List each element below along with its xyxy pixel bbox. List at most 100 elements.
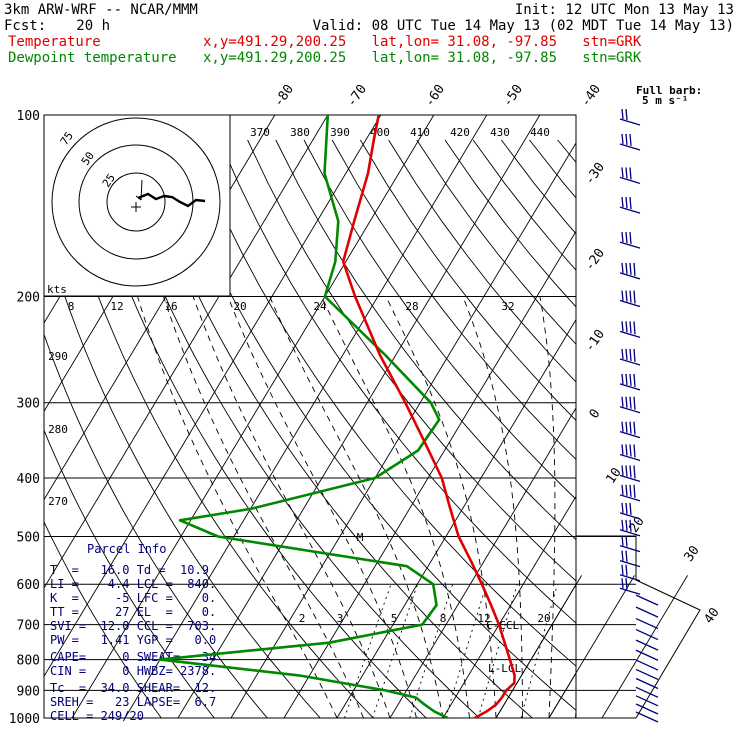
hodograph: 75 50 25 kts: [43, 114, 231, 297]
wind-barb: [635, 677, 659, 690]
parcel-row: LI = 4.4 LCL = 840.: [50, 577, 216, 591]
mixing-ratio-line: [445, 584, 488, 718]
wind-barb: [619, 465, 641, 483]
mixing-ratio-label: 2: [299, 612, 306, 625]
dry-adiabat: [162, 139, 576, 711]
wind-barb: [619, 578, 641, 595]
moist-adiabat: [163, 296, 364, 718]
isotherm-line: [283, 230, 576, 718]
forecast-hour: 20 h: [76, 18, 110, 34]
isotherm-label: -30: [582, 160, 608, 188]
barb-legend-title: Full barb:: [636, 84, 702, 97]
mixing-ratio-label: 8: [440, 612, 447, 625]
wind-barb: [619, 519, 641, 537]
isotherm-label: 30: [681, 543, 702, 564]
valid-time: Valid: 08 UTC Tue 14 May 13 (02 MDT Tue …: [313, 18, 734, 34]
hodograph-ring-25: [106, 172, 166, 232]
parcel-row: CIN = 0 HWBZ= 2378.: [50, 664, 216, 678]
parcel-row: SREH = 23 LAPSE= 6.7: [50, 695, 216, 709]
moist-adiabat: [321, 296, 470, 718]
mixing-ratio-line: [409, 584, 454, 718]
temperature-legend: Temperature: [8, 34, 101, 50]
isotherm-line: [655, 115, 740, 718]
hodograph-center-mark: [131, 202, 141, 212]
moist-adiabat: [385, 296, 497, 718]
hodograph-ring-label-75: 75: [58, 129, 76, 147]
isotherm-line: [124, 115, 488, 718]
lcl-marker: L-LCL: [488, 662, 521, 675]
parcel-info-title: Parcel Info: [87, 542, 166, 556]
hodograph-ring-75: [51, 117, 221, 287]
dewpoint-legend: Dewpoint temperature: [8, 50, 177, 66]
wind-barb: [635, 668, 659, 681]
wind-barb: [635, 606, 659, 618]
isotherm-label: 40: [701, 605, 722, 626]
mixing-ratio-label: 20: [537, 612, 550, 625]
parcel-top-marker: M: [357, 531, 364, 544]
isotherm-label: -60: [422, 82, 448, 110]
mixing-ratio-line: [344, 584, 392, 718]
wind-barb: [619, 262, 641, 280]
theta-label: 400: [370, 126, 390, 139]
theta-label: 410: [410, 126, 430, 139]
parcel-row: CELL = 249/20: [50, 709, 144, 723]
dry-adiabat-label: 290: [48, 350, 68, 363]
dry-adiabat: [501, 139, 576, 235]
dry-adiabat-label: 270: [48, 495, 68, 508]
dry-adiabat: [49, 139, 374, 718]
wind-barb: [635, 711, 659, 723]
pressure-tick-label: 1000: [9, 712, 40, 727]
isotherm-line: [548, 672, 576, 718]
temperature-profile-line: [341, 115, 516, 718]
wind-barb: [619, 348, 641, 366]
init-time: Init: 12 UTC Mon 13 May 13: [515, 2, 734, 18]
hodograph-speed-label: 24: [313, 300, 327, 313]
wind-barb: [619, 564, 641, 582]
wind-barb: [619, 421, 641, 439]
isotherm-label: -80: [271, 82, 297, 110]
theta-label: 420: [450, 126, 470, 139]
dry-adiabat: [529, 139, 576, 199]
model-title: 3km ARW-WRF -- NCAR/MMM: [4, 2, 198, 18]
hodograph-ring-label-25: 25: [100, 171, 118, 189]
pressure-tick-label: 500: [17, 530, 40, 545]
profiles: [158, 115, 516, 718]
dry-adiabat-label: 280: [48, 423, 68, 436]
isotherm-line: [389, 407, 576, 718]
theta-label: 370: [250, 126, 270, 139]
moist-adiabat: [137, 296, 338, 718]
wind-barb: [635, 594, 659, 606]
isotherm-label: 20: [626, 514, 647, 535]
hodograph-units: kts: [47, 283, 67, 296]
hodograph-speed-label: 28: [405, 300, 418, 313]
wind-barbs: [619, 108, 659, 723]
wind-barb: [635, 649, 659, 661]
isotherm-label: -10: [582, 327, 608, 355]
dry-adiabat: [388, 139, 576, 383]
parcel-info-panel: Parcel Info T = 16.0 Td = 10.9 LI = 4.4 …: [50, 542, 216, 723]
isotherm-line: [71, 115, 435, 718]
wind-barb: [619, 232, 641, 249]
parcel-row: T = 16.0 Td = 10.9: [50, 563, 209, 577]
plot-frame-extension: [575, 115, 701, 719]
hodograph-speed-label: 20: [233, 300, 246, 313]
wind-barb: [619, 373, 641, 391]
hodograph-speed-label: 16: [164, 300, 177, 313]
dry-adiabat: [44, 520, 162, 718]
isotherm-label: -70: [344, 82, 370, 110]
pressure-tick-label: 700: [17, 619, 40, 634]
dry-adiabat: [44, 333, 268, 718]
theta-label: 430: [490, 126, 510, 139]
pressure-tick-label: 800: [17, 654, 40, 669]
isotherm-extension: [495, 575, 582, 719]
wind-barb: [619, 321, 641, 338]
wind-barb: [619, 290, 641, 308]
wind-barb: [635, 695, 659, 707]
dry-adiabat: [360, 139, 576, 421]
dry-adiabat: [190, 139, 576, 667]
wind-barb: [619, 502, 641, 520]
isotherm-line: [336, 318, 576, 718]
temperature-location: x,y=491.29,200.25 lat,lon= 31.08, -97.85…: [203, 34, 642, 50]
theta-label: 440: [530, 126, 550, 139]
